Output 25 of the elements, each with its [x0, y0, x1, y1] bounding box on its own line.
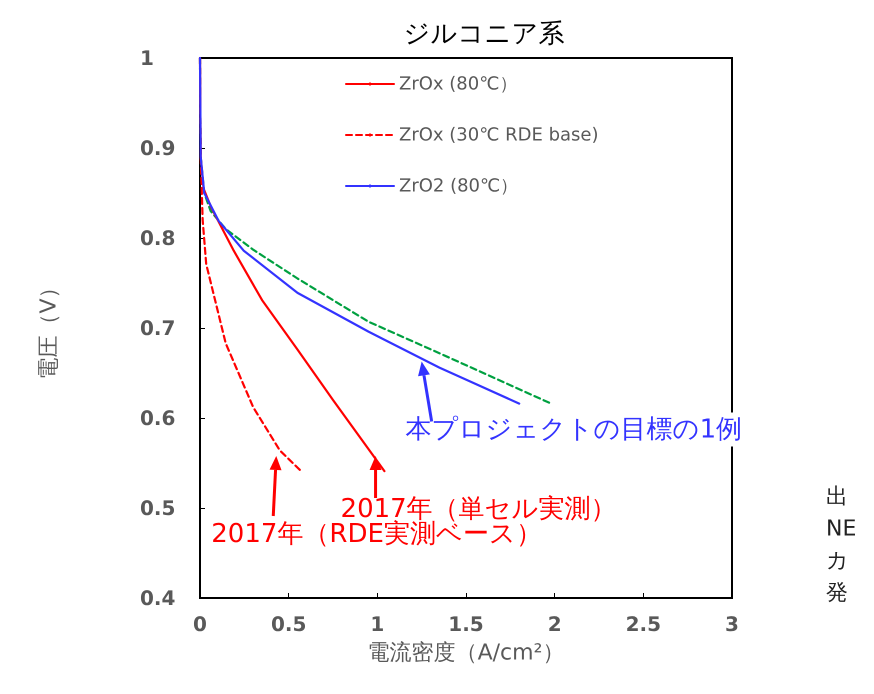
x-tick-label: 0: [193, 612, 207, 636]
legend-label: ZrOx (80℃）: [399, 74, 518, 94]
text: カ: [826, 548, 849, 574]
x-tick-label: 3: [725, 612, 739, 636]
y-tick-label: 0.6: [140, 406, 176, 430]
legend-label: ZrO2 (80℃）: [399, 176, 518, 196]
x-tick-label: 1.5: [448, 612, 484, 636]
x-axis-title: 電流密度（A/cm²）: [368, 640, 564, 666]
annotation: 本プロジェクトの目標の1例: [406, 414, 742, 444]
y-tick-label: 0.5: [140, 496, 176, 520]
text: 発: [826, 580, 848, 606]
x-tick-label: 2: [548, 612, 562, 636]
chart-title: ジルコニア系: [404, 19, 564, 49]
legend-label: ZrOx (30℃ RDE base): [399, 124, 599, 146]
text: 出: [826, 484, 848, 510]
y-tick-label: 0.8: [140, 226, 176, 250]
y-tick-label: 0.7: [140, 316, 176, 340]
y-tick-label: 0.9: [140, 136, 176, 160]
x-tick-label: 1: [370, 612, 384, 636]
y-axis-title: 電圧（V）: [36, 276, 62, 380]
x-tick-label: 0.5: [270, 612, 306, 636]
x-tick-label: 2.5: [626, 612, 662, 636]
y-tick-label: 1: [140, 46, 154, 70]
y-tick-label: 0.4: [140, 586, 176, 610]
text: NE: [826, 516, 856, 542]
